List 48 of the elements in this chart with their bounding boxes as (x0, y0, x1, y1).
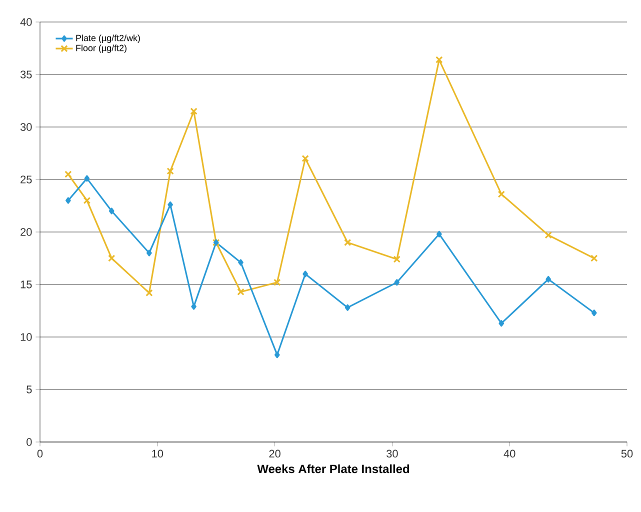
x-tick-label: 0 (37, 450, 43, 458)
point (84, 175, 90, 182)
point (146, 289, 153, 297)
point (344, 304, 350, 311)
y-tick-label: 15 (20, 280, 32, 288)
point (394, 279, 400, 286)
point (66, 197, 71, 204)
point (190, 108, 198, 115)
y-tick-label: 35 (20, 70, 32, 78)
x-tick-label: 10 (152, 450, 164, 458)
point (191, 303, 196, 310)
y-tick-label: 5 (26, 386, 32, 394)
y-tick-label: 0 (26, 438, 32, 446)
point (544, 232, 552, 239)
point (274, 352, 280, 358)
y-tick-label: 30 (20, 123, 32, 131)
point (436, 56, 443, 64)
point (166, 167, 174, 175)
point (546, 276, 552, 283)
x-axis-title: Weeks After Plate Installed (257, 464, 409, 474)
point (393, 256, 401, 263)
point (498, 190, 505, 198)
legend-label: Plate (µg/ft2/wk) (76, 34, 140, 43)
point (146, 250, 152, 256)
point (274, 278, 281, 286)
x-tick-label: 50 (621, 450, 633, 458)
point (302, 270, 308, 278)
y-tick-label: 10 (20, 333, 32, 341)
y-tick-label: 25 (20, 176, 32, 184)
point (591, 310, 597, 316)
point (238, 259, 244, 266)
point (108, 254, 116, 262)
point (436, 230, 442, 238)
point (237, 288, 244, 296)
point (344, 238, 352, 246)
y-tick-label: 40 (20, 18, 32, 26)
x-tick-label: 40 (504, 450, 516, 458)
point (83, 196, 91, 204)
point (64, 170, 72, 178)
point (302, 154, 309, 162)
legend-label: Floor (µg/ft2) (76, 44, 126, 53)
point (590, 254, 598, 262)
x-tick-label: 20 (269, 450, 280, 458)
point (168, 201, 173, 208)
y-tick-label: 20 (20, 228, 32, 236)
point (108, 208, 114, 214)
point (498, 320, 504, 327)
x-tick-label: 30 (386, 450, 398, 458)
